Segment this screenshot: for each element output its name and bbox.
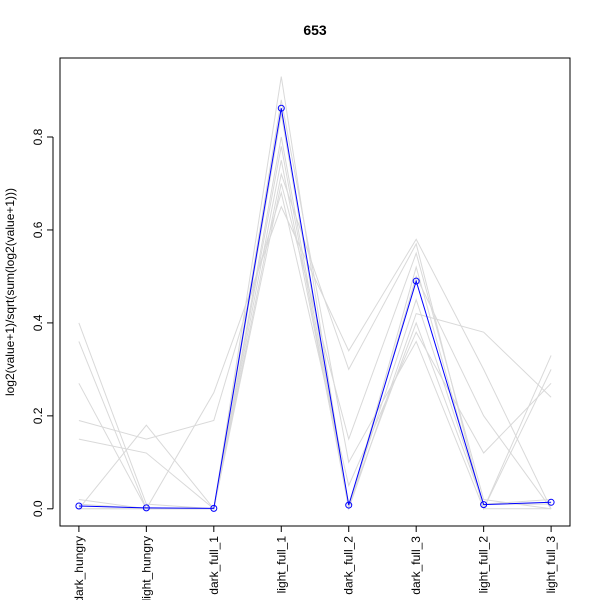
x-tick-label: dark_full_3	[409, 536, 423, 595]
y-tick-label: 0.6	[31, 221, 45, 238]
x-tick-label: dark_full_1	[207, 536, 221, 595]
series-line	[78, 136, 552, 510]
series-line	[78, 183, 552, 510]
y-tick-label: 0.4	[31, 314, 45, 331]
y-tick-label: 0.8	[31, 128, 45, 145]
point	[345, 501, 353, 509]
x-tick-label: light_full_1	[274, 536, 288, 594]
point	[412, 277, 420, 285]
series-line	[78, 205, 552, 510]
point	[75, 502, 83, 510]
y-axis-label: log2(value+1)/sqrt(sum(log2(value+1)))	[3, 188, 17, 396]
series-line	[78, 108, 552, 509]
x-tick-label: light_full_3	[544, 536, 558, 594]
x-tick-label: dark_hungry	[72, 536, 86, 600]
y-tick-label: 0.2	[31, 407, 45, 424]
series-line	[78, 160, 552, 510]
chart-title: 653	[303, 22, 327, 38]
y-tick-label: 0.0	[31, 500, 45, 517]
x-tick-label: dark_full_2	[342, 536, 356, 595]
x-tick-label: light_hungry	[139, 536, 153, 600]
point	[480, 501, 488, 509]
x-tick-label: light_full_2	[477, 536, 491, 594]
point	[547, 498, 555, 506]
series-line	[78, 76, 552, 511]
point	[277, 104, 285, 112]
point	[142, 504, 150, 512]
series-line	[78, 146, 552, 511]
series-line	[78, 172, 552, 510]
series-line	[78, 190, 552, 488]
series-line	[78, 113, 552, 510]
point	[210, 504, 218, 512]
